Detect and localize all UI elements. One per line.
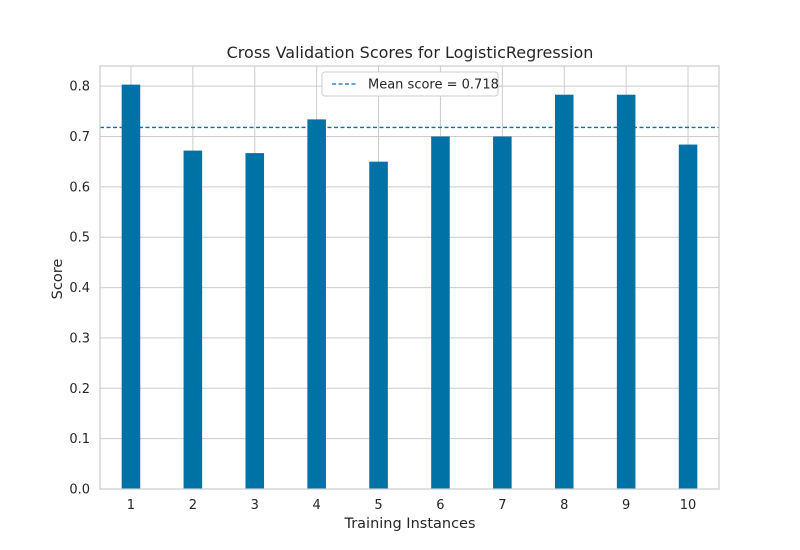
- x-tick-label: 10: [680, 498, 697, 513]
- bar: [616, 94, 636, 489]
- y-tick-labels: 0.0 0.1 0.2 0.3 0.4 0.5 0.6 0.7 0.8: [69, 80, 90, 498]
- bar: [121, 84, 141, 489]
- bar: [307, 119, 326, 489]
- bar: [183, 150, 203, 489]
- legend: Mean score = 0.718: [321, 71, 499, 97]
- y-tick-label: 0.0: [69, 483, 90, 498]
- bar: [554, 94, 574, 489]
- bar: [493, 136, 512, 489]
- x-tick-label: 3: [251, 498, 259, 513]
- x-tick-label: 7: [498, 498, 506, 513]
- bar: [245, 153, 265, 489]
- y-tick-label: 0.3: [69, 331, 90, 346]
- bar: [431, 136, 450, 489]
- legend-label: Mean score = 0.718: [368, 78, 499, 93]
- x-tick-label: 9: [622, 498, 630, 513]
- y-tick-label: 0.7: [69, 130, 90, 145]
- x-tick-label: 4: [313, 498, 321, 513]
- chart-title: Cross Validation Scores for LogisticRegr…: [227, 43, 594, 62]
- y-tick-label: 0.8: [69, 80, 90, 95]
- x-tick-label: 2: [189, 498, 197, 513]
- x-tick-label: 6: [436, 498, 444, 513]
- y-axis-title: Score: [50, 259, 66, 300]
- bar: [369, 161, 388, 489]
- y-tick-label: 0.6: [69, 180, 90, 195]
- x-tick-label: 1: [127, 498, 135, 513]
- x-tick-labels: 1 2 3 4 5 6 7 8 9 10: [127, 498, 697, 513]
- bar: [678, 144, 698, 490]
- x-axis-title: Training Instances: [343, 516, 475, 532]
- y-tick-label: 0.5: [69, 231, 90, 246]
- legend-box: [321, 71, 499, 97]
- bars: [121, 84, 698, 490]
- x-tick-label: 8: [560, 498, 568, 513]
- plot-frame: [99, 65, 720, 490]
- y-tick-label: 0.4: [69, 281, 90, 296]
- y-tick-label: 0.1: [69, 432, 90, 447]
- x-tick-label: 5: [374, 498, 382, 513]
- y-tick-label: 0.2: [69, 382, 90, 397]
